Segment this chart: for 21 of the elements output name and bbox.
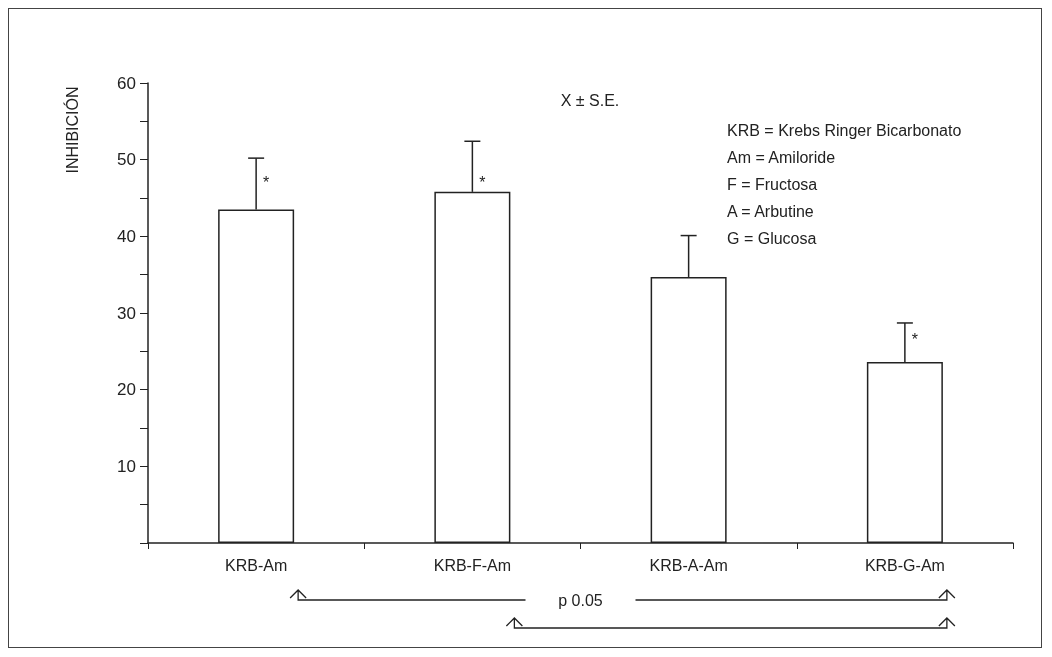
annotation: G = Glucosa (727, 229, 817, 247)
y-tick-label: 60 (117, 73, 136, 93)
y-tick-label: 30 (117, 303, 136, 323)
annotation: * (479, 174, 486, 192)
annotation: A = Arbutine (727, 202, 814, 220)
x-tick-label: KRB-A-Am (649, 556, 728, 574)
y-tick-label: 10 (117, 456, 136, 476)
annotation: * (911, 331, 918, 349)
y-axis-title: INHIBICIÓN (62, 86, 81, 174)
x-tick-label: KRB-F-Am (433, 556, 512, 574)
annotation: X ± S.E. (560, 91, 620, 109)
annotation: KRB = Krebs Ringer Bicarbonato (727, 121, 962, 139)
annotation: * (263, 174, 270, 192)
annotation: F = Fructosa (727, 175, 818, 193)
y-tick-label: 20 (117, 380, 136, 400)
y-tick-label: 40 (117, 226, 136, 246)
text: p 0.05 (558, 591, 603, 609)
y-tick-label: 50 (117, 150, 136, 170)
annotation: Am = Amiloride (727, 148, 836, 166)
x-tick-label: KRB-G-Am (864, 556, 945, 574)
x-tick-label: KRB-Am (225, 556, 288, 574)
